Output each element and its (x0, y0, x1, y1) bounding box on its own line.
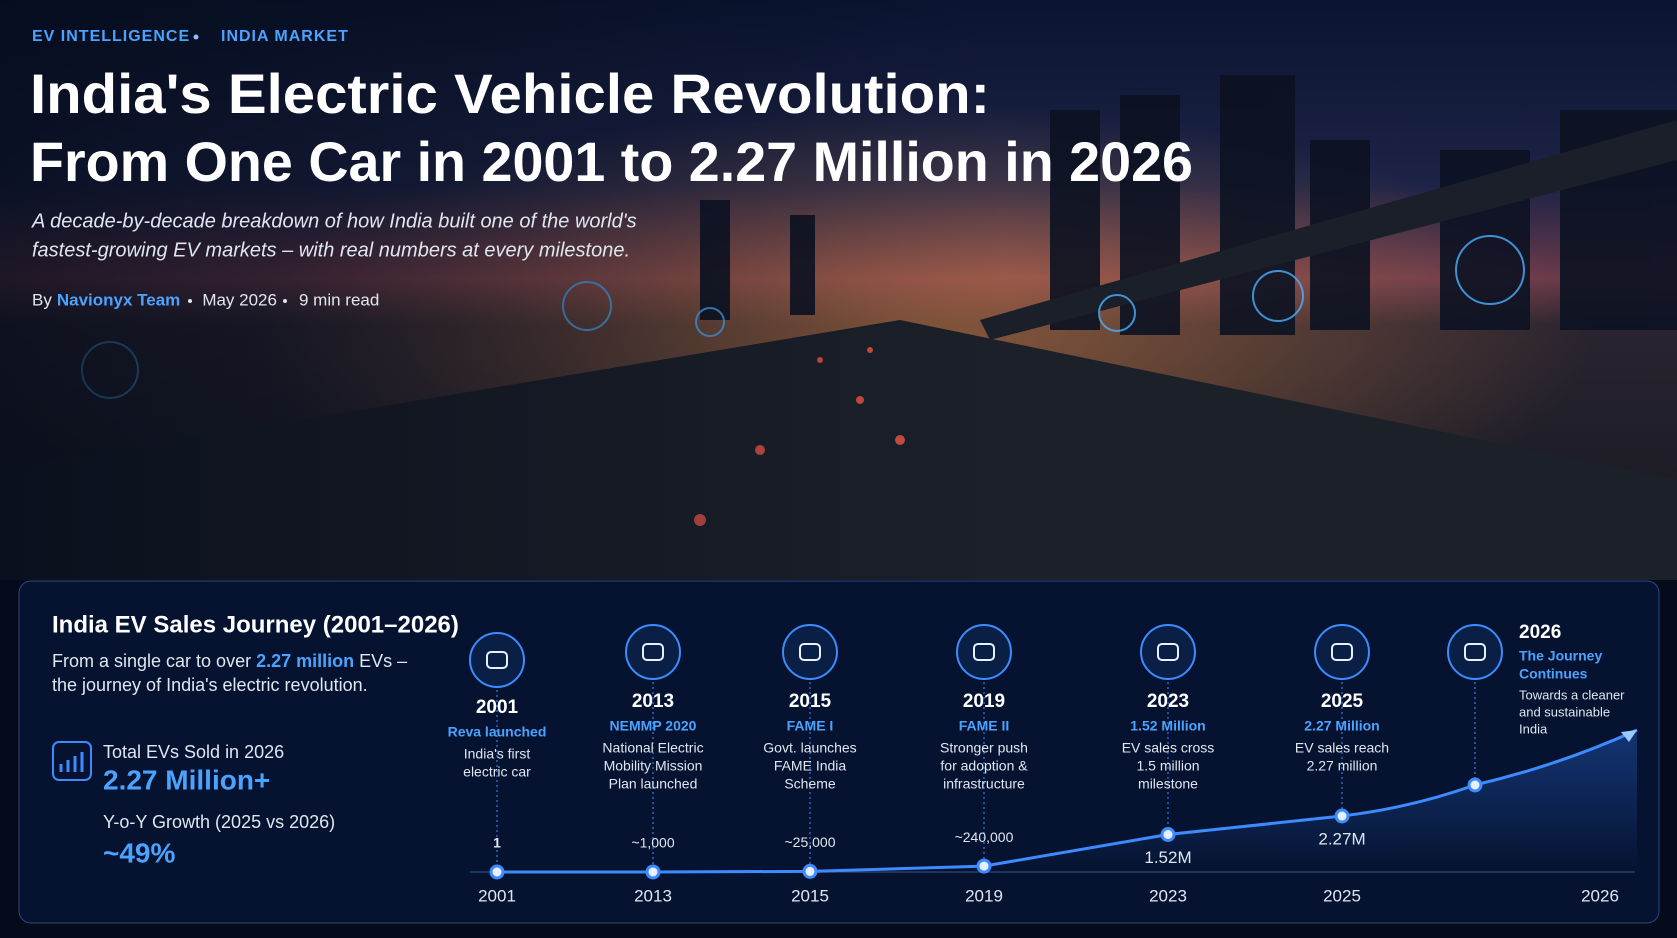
stats-icon (52, 741, 92, 781)
milestone-text: milestone (1138, 776, 1198, 792)
stat-value: ~49% (103, 837, 175, 868)
milestone-headline: 2.27 Million (1304, 718, 1379, 734)
intro-highlight: 2.27 million (256, 651, 354, 671)
x-tick-label: 2025 (1323, 886, 1361, 905)
milestone-text: infrastructure (943, 776, 1025, 792)
milestone-icon (1140, 624, 1196, 680)
value-label: 1.52M (1144, 848, 1191, 867)
byline-author: Navionyx Team (57, 290, 180, 309)
value-label: ~240,000 (955, 829, 1014, 845)
milestone-glyph (973, 643, 995, 661)
data-point (976, 858, 992, 874)
milestone-glyph (1157, 643, 1179, 661)
milestone-text: Scheme (784, 776, 836, 792)
milestone-year: 2013 (632, 691, 674, 712)
data-point (1334, 808, 1350, 824)
x-tick-label: 2023 (1149, 886, 1187, 905)
milestone-dot (1467, 777, 1483, 793)
subtitle-line: fastest-growing EV markets – with real n… (32, 239, 630, 261)
milestone-icon (1314, 624, 1370, 680)
x-tick-label: 2019 (965, 886, 1003, 905)
data-point (1160, 827, 1176, 843)
milestone-text: Govt. launches (763, 740, 856, 756)
x-tick-label: 2001 (478, 886, 516, 905)
milestone-icon (469, 632, 525, 688)
data-point (489, 864, 505, 880)
value-label: 1 (493, 835, 501, 851)
milestone-year: 2019 (963, 691, 1005, 712)
title-line: India's Electric Vehicle Revolution: (30, 62, 990, 125)
milestone-icon (956, 624, 1012, 680)
title-line: From One Car in 2001 to 2.27 Million in … (30, 130, 1193, 193)
intro-text: EVs – (359, 651, 407, 671)
milestone-text: 1.5 million (1136, 758, 1199, 774)
milestone-glyph (486, 651, 508, 669)
stat-value: 2.27 Million+ (103, 764, 270, 795)
subtitle-line: A decade-by-decade breakdown of how Indi… (31, 210, 637, 232)
milestone-text: FAME India (774, 758, 847, 774)
value-label: 2.27M (1318, 829, 1365, 848)
milestone-headline: The Journey (1519, 648, 1602, 664)
milestone-text: Stronger push (940, 740, 1028, 756)
arrow-head (1621, 730, 1637, 742)
milestone-text: India (1519, 721, 1548, 736)
x-tick-label: 2015 (791, 886, 829, 905)
sales-line (496, 814, 1343, 874)
stat-label: Total EVs Sold in 2026 (103, 742, 284, 762)
intro-text: the journey of India's electric revoluti… (52, 675, 368, 695)
milestone-headline: Continues (1519, 666, 1588, 682)
milestone-text: EV sales cross (1122, 740, 1215, 756)
milestone-year: 2026 (1519, 622, 1561, 643)
value-label: ~25,000 (785, 834, 836, 850)
milestone-year: 2025 (1321, 691, 1364, 712)
byline-date: May 2026 (202, 290, 277, 309)
milestone-year: 2015 (789, 691, 832, 712)
intro-text: From a single car to over (52, 651, 251, 671)
milestone-text: Towards a cleaner (1519, 687, 1625, 702)
milestone-text: Plan launched (609, 776, 698, 792)
byline-prefix: By (32, 290, 52, 309)
milestone-headline: NEMMP 2020 (610, 718, 697, 734)
milestone-icon (1447, 624, 1503, 680)
stat-label: Y-o-Y Growth (2025 vs 2026) (103, 812, 335, 832)
milestone-headline: FAME II (959, 718, 1010, 734)
milestone-text: 2.27 million (1307, 758, 1378, 774)
milestone-year: 2001 (476, 697, 519, 718)
milestone-icon (782, 624, 838, 680)
milestone-headline: Reva launched (448, 724, 547, 740)
milestone-icon (625, 624, 681, 680)
x-tick-label: 2026 (1581, 886, 1619, 905)
milestone-year: 2023 (1147, 691, 1189, 712)
panel-title: India EV Sales Journey (2001–2026) (52, 611, 459, 638)
hero-image (0, 0, 1677, 580)
milestone-glyph (1464, 643, 1486, 661)
milestone-text: for adoption & (940, 758, 1028, 774)
data-point (645, 864, 661, 880)
milestone-text: EV sales reach (1295, 740, 1389, 756)
curve-area (497, 730, 1637, 872)
milestone-glyph (1331, 643, 1353, 661)
byline-read-time: 9 min read (299, 290, 379, 309)
milestone-text: and sustainable (1519, 704, 1610, 719)
tag: INDIA MARKET (221, 28, 349, 45)
milestone-headline: FAME I (787, 718, 834, 734)
milestone-text: Mobility Mission (604, 758, 703, 774)
milestone-headline: 1.52 Million (1130, 718, 1205, 734)
x-tick-label: 2013 (634, 886, 672, 905)
milestone-text: India's first (464, 746, 531, 762)
milestone-glyph (799, 643, 821, 661)
tag: EV INTELLIGENCE (32, 28, 190, 45)
milestone-text: National Electric (602, 740, 703, 756)
stats-icon-bars (59, 752, 84, 772)
milestone-glyph (642, 643, 664, 661)
milestone-text: electric car (463, 764, 531, 780)
value-label: ~1,000 (631, 835, 674, 851)
data-point (802, 863, 818, 879)
